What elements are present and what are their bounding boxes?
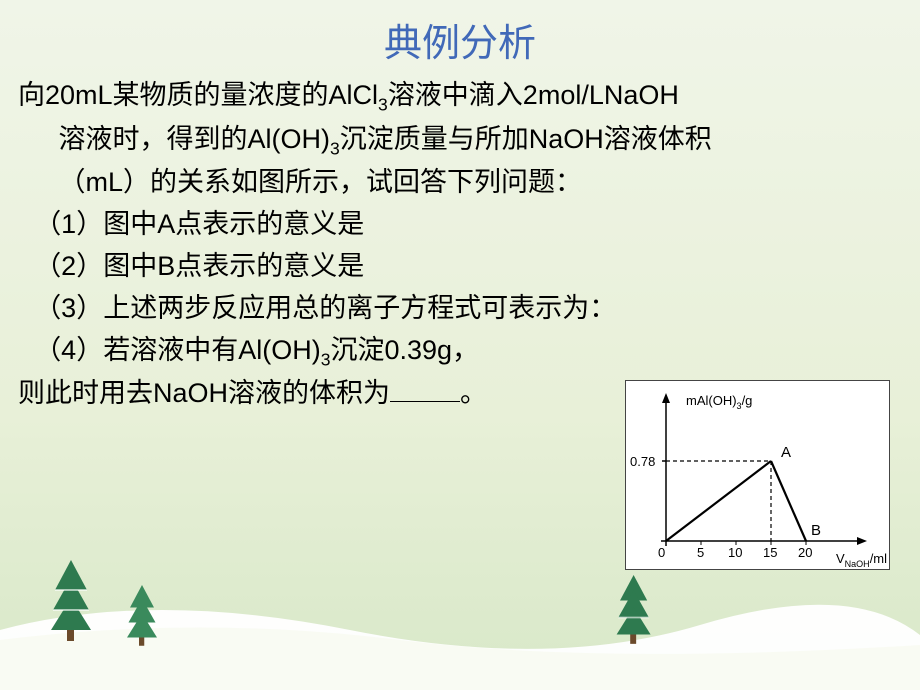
text: （4）若溶液中有Al(OH) — [34, 335, 321, 365]
text: （3）上述两步反应用总的离子方程式可表示为： — [34, 293, 616, 323]
chart-svg: mAl(OH)3/g VNaOH/ml 0.78 0 5 10 15 20 A … — [626, 381, 891, 571]
title-text: 典例分析 — [384, 23, 536, 65]
subscript: 3 — [378, 94, 388, 114]
text: 则此时用去NaOH溶液的体积为 — [18, 378, 390, 408]
text: 沉淀0.39g， — [330, 335, 479, 365]
question-1: （1）图中A点表示的意义是 — [18, 204, 902, 246]
x-tick-5: 5 — [697, 545, 704, 560]
x-tick-10: 10 — [728, 545, 742, 560]
x-axis-label: VNaOH/ml — [836, 551, 887, 569]
x-ticks: 0 5 10 15 20 — [658, 541, 812, 560]
point-A-label: A — [781, 444, 791, 461]
answer-blank — [390, 375, 460, 402]
prompt-line-2: 溶液时，得到的Al(OH)3沉淀质量与所加NaOH溶液体积 — [18, 119, 902, 163]
prompt-line-1: 向20mL某物质的量浓度的AlCl3溶液中滴入2mol/LNaOH — [18, 75, 902, 119]
problem-body: 向20mL某物质的量浓度的AlCl3溶液中滴入2mol/LNaOH 溶液时，得到… — [0, 67, 920, 415]
x-tick-20: 20 — [798, 545, 812, 560]
question-4: （4）若溶液中有Al(OH)3沉淀0.39g， — [18, 330, 902, 374]
text: （2）图中B点表示的意义是 — [34, 251, 364, 281]
text: 溶液中滴入2mol/LNaOH — [388, 80, 679, 110]
text: 向20mL某物质的量浓度的AlCl — [18, 80, 378, 110]
line-fall — [771, 461, 806, 541]
question-2: （2）图中B点表示的意义是 — [18, 246, 902, 288]
subscript: 3 — [321, 349, 331, 369]
point-B-label: B — [811, 522, 821, 539]
question-3: （3）上述两步反应用总的离子方程式可表示为： — [18, 288, 902, 330]
page-title: 典例分析 — [0, 0, 920, 67]
text: 沉淀质量与所加NaOH溶液体积 — [340, 124, 712, 154]
y-tick-label: 0.78 — [630, 454, 655, 469]
text: 溶液时，得到的Al(OH) — [59, 124, 331, 154]
text: （1）图中A点表示的意义是 — [34, 209, 364, 239]
axes — [661, 393, 867, 546]
y-axis-label: mAl(OH)3/g — [686, 393, 752, 411]
line-rise — [666, 461, 771, 541]
x-tick-15: 15 — [763, 545, 777, 560]
text: 。 — [460, 378, 487, 408]
text: （mL）的关系如图所示，试回答下列问题： — [59, 167, 583, 197]
chart-container: mAl(OH)3/g VNaOH/ml 0.78 0 5 10 15 20 A … — [625, 380, 890, 570]
prompt-line-3: （mL）的关系如图所示，试回答下列问题： — [18, 162, 902, 204]
x-tick-0: 0 — [658, 545, 665, 560]
subscript: 3 — [330, 138, 340, 158]
